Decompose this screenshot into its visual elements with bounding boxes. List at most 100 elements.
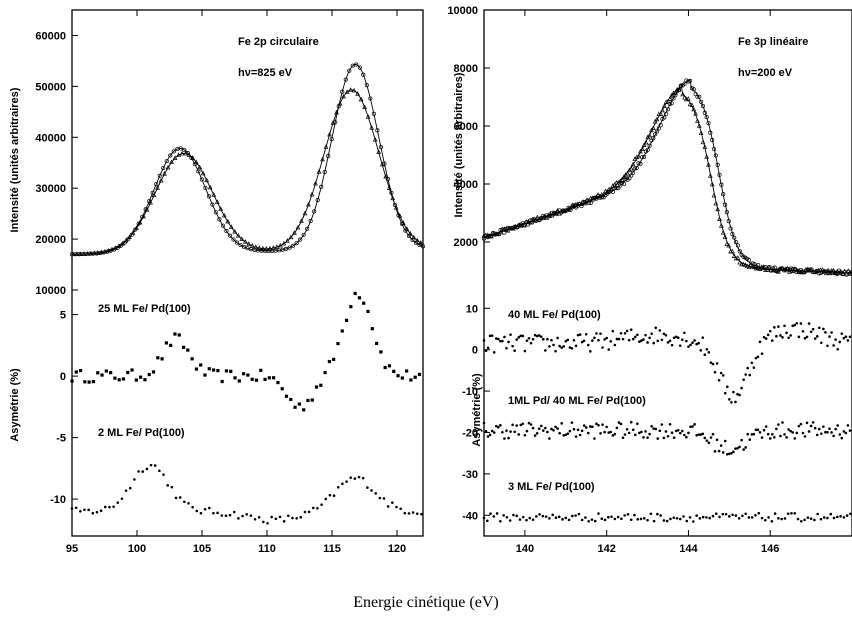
left-upper-curve-point	[287, 245, 292, 250]
right-asymmetry-point	[737, 517, 741, 520]
left-asymmetry-point	[186, 348, 190, 352]
left-upper-curve-point	[70, 251, 76, 257]
left-asymmetry-point	[228, 513, 232, 517]
right-asymmetry-point	[505, 515, 509, 519]
right-asymmetry-point	[754, 513, 757, 517]
left-upper-y-axis-label: Intensité (unités arbitraires)	[9, 87, 21, 232]
left-upper-curve-point	[369, 125, 375, 130]
right-asymmetry-point	[560, 346, 563, 349]
right-asymmetry-point	[613, 517, 617, 521]
right-upper-curve-point	[737, 249, 742, 254]
left-upper-curve-point	[228, 224, 234, 229]
left-upper-curve-point	[263, 246, 269, 251]
left-asymmetry-point	[207, 367, 211, 371]
right-upper-curve-point	[744, 263, 750, 268]
left-upper-curve-point	[196, 169, 201, 174]
right-asymmetry-point	[676, 428, 680, 432]
right-asymmetry-point	[689, 343, 692, 347]
left-asymmetry-point	[386, 505, 390, 508]
right-asymmetry-point	[539, 335, 543, 339]
left-upper-curve-point	[308, 218, 313, 224]
left-asymmetry-point	[187, 501, 190, 505]
right-upper-curve-point	[788, 267, 794, 273]
right-asymmetry-point	[617, 337, 621, 341]
right-asymmetry-point	[550, 338, 553, 342]
right-asymmetry-point	[521, 422, 525, 426]
right-asymmetry-point	[830, 431, 833, 434]
right-upper-curve-point	[640, 155, 645, 160]
right-upper-data	[481, 78, 852, 277]
right-lower-y-tick-label: 10	[466, 303, 478, 315]
right-asymmetry-point	[623, 433, 627, 436]
right-upper-curve-point	[693, 92, 698, 97]
right-asymmetry-point	[621, 337, 625, 341]
left-asymmetry-point	[323, 370, 327, 375]
left-asymmetry-point	[83, 380, 87, 384]
right-upper-curve-point	[667, 101, 672, 107]
right-asymmetry-point	[711, 432, 715, 436]
right-upper-curve-point	[643, 139, 649, 145]
left-asymmetry-point	[361, 476, 365, 480]
right-upper-curve-point	[704, 115, 709, 120]
right-asymmetry-point	[781, 336, 784, 339]
right-upper-curve-point	[588, 200, 593, 205]
left-asymmetry-point	[212, 511, 215, 515]
left-upper-curve-point	[161, 165, 166, 171]
left-upper-curve-point	[414, 237, 420, 243]
right-asymmetry-point	[787, 428, 790, 431]
right-asymmetry-point	[582, 424, 586, 427]
right-asymmetry-point	[660, 338, 664, 342]
right-asymmetry-point	[535, 515, 538, 518]
left-upper-curve-point	[274, 244, 280, 249]
left-asymmetry-point	[302, 408, 306, 412]
left-upper-curve-point	[260, 245, 266, 251]
right-asymmetry-point	[734, 514, 738, 517]
left-asymmetry-point	[353, 477, 357, 480]
left-asymmetry-point	[220, 514, 224, 517]
left-asymmetry-point	[164, 341, 168, 345]
right-asymmetry-point	[672, 436, 676, 440]
right-asymmetry-point	[610, 515, 613, 518]
left-upper-curve-point	[148, 200, 153, 205]
left-upper-curve-point	[109, 246, 115, 252]
right-asymmetry-point	[728, 452, 731, 456]
right-asymmetry-point	[658, 429, 662, 433]
right-upper-curve-point	[730, 248, 735, 254]
right-asymmetry-point	[754, 428, 758, 432]
right-upper-curve-point	[664, 111, 669, 117]
right-asymmetry-point	[511, 423, 514, 427]
right-asymmetry-point	[484, 429, 488, 433]
right-upper-curve-point	[547, 211, 553, 216]
left-upper-curve-point	[358, 96, 364, 102]
right-asymmetry-point	[717, 378, 721, 382]
right-upper-curve-point	[555, 207, 560, 213]
right-asymmetry-point	[744, 512, 747, 516]
right-asymmetry-point	[828, 335, 831, 338]
right-asymmetry-point	[502, 514, 505, 517]
right-upper-curve-point	[717, 172, 722, 177]
right-asymmetry-point	[848, 429, 852, 432]
left-asymmetry-point	[336, 485, 340, 489]
right-asymmetry-point	[787, 336, 790, 340]
right-asymmetry-point	[535, 432, 539, 435]
right-asymmetry-point	[495, 512, 499, 515]
left-lower-y-tick-label: -5	[56, 433, 66, 445]
right-asymmetry-point	[574, 435, 578, 438]
left-axes: 95 100 105 110 115 120 10000 20000 30000 40000 500…	[35, 10, 406, 555]
left-series-label-25ml: 25 ML Fe/ Pd(100)	[98, 303, 191, 315]
left-upper-curve-point	[354, 62, 359, 67]
left-asymmetry-point	[233, 376, 237, 380]
right-upper-curve-point	[695, 94, 700, 99]
right-asymmetry-point	[828, 427, 831, 431]
right-asymmetry-point	[652, 519, 656, 523]
left-asymmetry-point	[183, 500, 186, 504]
left-asymmetry-point	[242, 372, 246, 376]
right-asymmetry-point	[582, 339, 586, 343]
left-asymmetry-point	[289, 397, 293, 402]
right-asymmetry-point	[740, 438, 743, 442]
right-asymmetry-point	[817, 427, 821, 431]
right-asymmetry-point	[789, 334, 792, 337]
right-asymmetry-point	[636, 518, 640, 521]
right-asymmetry-point	[826, 516, 829, 520]
right-asymmetry-point	[595, 332, 598, 335]
